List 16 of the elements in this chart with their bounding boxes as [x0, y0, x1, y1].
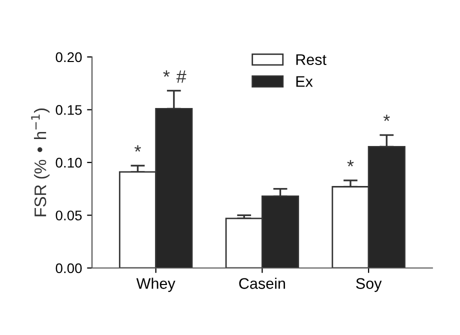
- legend-label: Rest: [296, 54, 326, 66]
- x-tick-label: Whey: [136, 278, 176, 292]
- x-tick-label: Casein: [239, 278, 285, 289]
- annotation: #: [176, 70, 186, 83]
- y-axis-title: FSR (% • h$^{−1}$): [31, 108, 50, 216]
- y-tick-label: 0.20: [56, 52, 82, 62]
- annotation: *: [347, 160, 354, 166]
- annotation: *: [134, 145, 141, 152]
- legend-label: Ex: [296, 76, 313, 87]
- x-tick-label: Soy: [356, 278, 382, 292]
- y-tick-label: 0.10: [56, 158, 82, 168]
- y-tick-label: 0.05: [56, 210, 82, 220]
- y-tick-label: 0.15: [56, 105, 82, 115]
- y-tick-label: 0.00: [56, 263, 82, 274]
- annotation: *: [163, 70, 170, 77]
- annotation: *: [383, 114, 390, 122]
